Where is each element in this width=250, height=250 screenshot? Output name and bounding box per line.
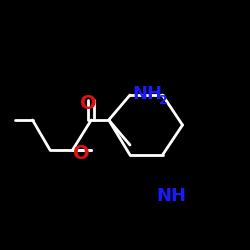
Text: NH: NH bbox=[156, 187, 186, 205]
Text: NH: NH bbox=[132, 85, 162, 103]
Text: 2: 2 bbox=[159, 94, 168, 106]
Text: O: O bbox=[73, 144, 90, 163]
Text: O: O bbox=[80, 94, 97, 113]
